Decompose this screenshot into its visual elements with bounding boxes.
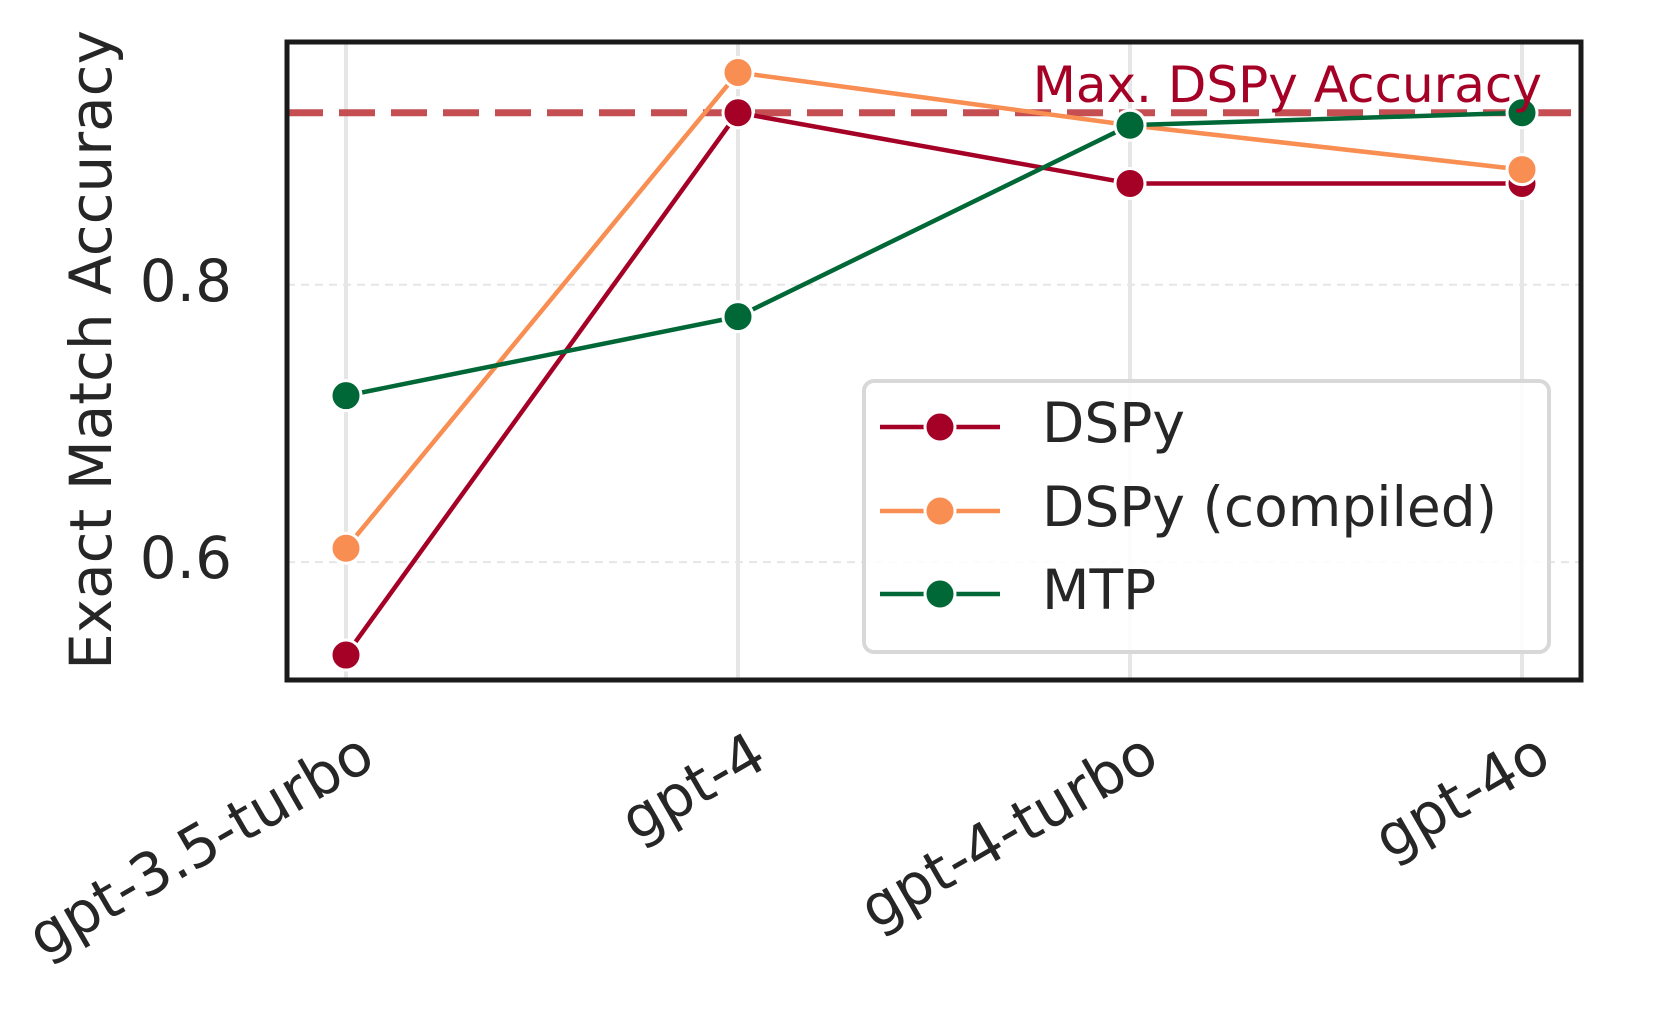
series-0-point-1 xyxy=(721,96,755,130)
legend-marker-2 xyxy=(923,577,957,611)
x-tick-label: gpt-4-turbo xyxy=(848,719,1168,943)
x-tick-label: gpt-4o xyxy=(1362,719,1560,873)
series-2-point-2 xyxy=(1113,108,1147,142)
series-1-point-1 xyxy=(721,56,755,90)
series-2-point-3 xyxy=(1505,96,1539,130)
series-1-point-0 xyxy=(329,531,363,565)
legend-marker-1 xyxy=(923,494,957,528)
y-axis-ticks: 0.6 0.8 xyxy=(140,247,232,592)
legend-label-0: DSPy xyxy=(1042,391,1185,455)
y-tick-label: 0.6 xyxy=(140,524,232,592)
legend-marker-0 xyxy=(923,410,957,444)
y-axis-label: Exact Match Accuracy xyxy=(57,30,125,670)
x-tick-label: gpt-3.5-turbo xyxy=(16,719,384,971)
series-0-point-0 xyxy=(329,638,363,672)
series-0-point-2 xyxy=(1113,166,1147,200)
legend-box xyxy=(862,379,1551,654)
series-group xyxy=(329,56,1539,672)
series-2-point-0 xyxy=(329,379,363,413)
series-2-point-1 xyxy=(721,300,755,334)
y-tick-label: 0.8 xyxy=(140,247,232,315)
series-line-0 xyxy=(344,110,1522,657)
reference-line-label: Max. DSPy Accuracy xyxy=(1033,56,1542,114)
legend-label-1: DSPy (compiled) xyxy=(1042,475,1497,539)
plot-frame xyxy=(284,39,1584,683)
x-axis-ticks: gpt-3.5-turbo gpt-4 gpt-4-turbo gpt-4o xyxy=(16,719,1560,971)
series-line-1 xyxy=(344,70,1523,550)
legend-label-2: MTP xyxy=(1042,558,1156,622)
series-line-2 xyxy=(345,110,1523,398)
x-tick-label: gpt-4 xyxy=(609,719,777,855)
legend: DSPy DSPy (compiled) MTP xyxy=(862,379,1551,654)
series-1-point-3 xyxy=(1505,153,1539,187)
